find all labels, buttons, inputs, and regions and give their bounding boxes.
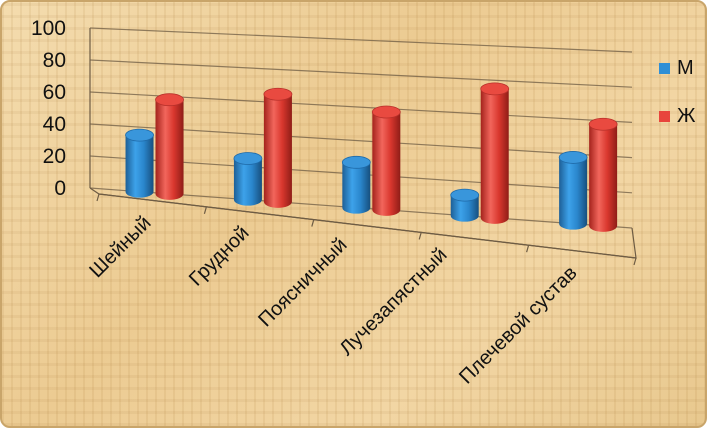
bars (125, 82, 618, 232)
bar-body (589, 124, 618, 232)
bar-body (372, 111, 401, 216)
legend-label: Ж (677, 105, 696, 127)
x-tick-mark (526, 245, 530, 253)
category-label: Шейный (85, 212, 155, 282)
bar-body (342, 162, 371, 214)
x-axis-line (98, 193, 637, 259)
bar-zh-5 (588, 117, 618, 232)
y-tick-label: 40 (43, 113, 66, 136)
category-label: Грудной (185, 222, 254, 291)
category-label: Поясничный (254, 234, 351, 331)
bar-top (233, 152, 263, 165)
bar-zh-3 (371, 105, 401, 216)
y-axis-tick-labels: 0 20 40 60 80 100 (31, 17, 66, 200)
legend-swatch (659, 111, 670, 122)
y-tick-label: 80 (43, 49, 66, 72)
bar-top (263, 87, 293, 101)
bar-zh-4 (480, 82, 510, 224)
bar-top (480, 82, 510, 96)
x-tick-mark (418, 232, 422, 240)
x-tick-mark (633, 257, 637, 266)
bar-top (588, 117, 618, 131)
bar-body (263, 94, 292, 208)
x-tick-mark (203, 206, 207, 214)
y-tick-label: 20 (43, 145, 66, 168)
y-tick-label: 60 (43, 81, 66, 104)
bar-top (155, 93, 184, 107)
bar-top (371, 105, 401, 119)
bar-body (233, 158, 262, 206)
bar-m-2 (233, 152, 263, 206)
bar-m-3 (341, 155, 371, 214)
category-label: Лучезапястный (335, 244, 451, 360)
bar-m-4 (450, 188, 480, 222)
bar-zh-1 (155, 93, 184, 200)
gridline (89, 59, 633, 88)
bar-top (341, 155, 371, 169)
bar-m-5 (558, 151, 588, 230)
bar-top (125, 128, 154, 142)
bar-body (125, 135, 154, 198)
bar-body (480, 88, 509, 224)
bar-body (450, 195, 479, 222)
gridline (89, 27, 633, 53)
legend: МЖ (659, 57, 696, 127)
y-tick-label: 100 (31, 17, 66, 40)
bar-zh-2 (263, 87, 293, 208)
bar-body (559, 157, 588, 230)
bar-m-1 (125, 128, 154, 198)
x-tick-mark (96, 193, 100, 202)
category-label: Плечевой сустав (455, 262, 581, 388)
y-tick-label: 0 (54, 177, 66, 200)
bar-top (450, 188, 480, 202)
bar-top (558, 151, 588, 164)
legend-swatch (659, 63, 670, 74)
bar-body (155, 99, 184, 200)
legend-label: М (677, 57, 694, 79)
x-tick-mark (311, 219, 315, 227)
